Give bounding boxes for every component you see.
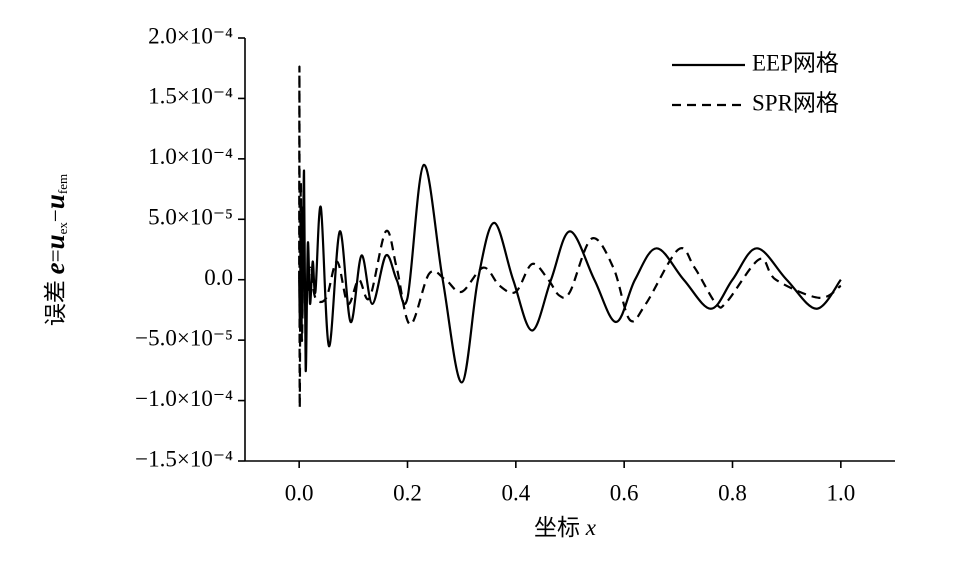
series-line xyxy=(298,65,842,409)
x-label-part: 坐标 xyxy=(534,515,586,540)
y-label-part: e xyxy=(40,262,70,274)
y-tick-label: 1.5×10⁻⁴ xyxy=(148,84,233,109)
y-tick-label: 2.0×10⁻⁴ xyxy=(148,23,233,48)
legend-label: SPR网格 xyxy=(752,90,839,115)
y-tick-label: −5.0×10⁻⁵ xyxy=(135,325,233,350)
series-line xyxy=(298,163,842,384)
y-label-part: u xyxy=(40,194,70,209)
y-label-part: = xyxy=(43,249,68,262)
x-tick-label: 0.6 xyxy=(610,480,639,505)
x-tick-label: 1.0 xyxy=(826,480,855,505)
x-tick-label: 0.4 xyxy=(501,480,530,505)
y-label-part: 误差 xyxy=(43,274,68,326)
x-label-part: x xyxy=(585,515,597,540)
y-label-part: − xyxy=(43,209,68,222)
y-tick-label: 5.0×10⁻⁵ xyxy=(148,205,233,230)
y-tick-label: 0.0 xyxy=(204,265,233,290)
y-tick-label: 1.0×10⁻⁴ xyxy=(148,144,233,169)
legend-label: EEP网格 xyxy=(752,50,839,75)
y-label-part: fem xyxy=(55,174,70,194)
y-tick-label: −1.0×10⁻⁴ xyxy=(135,386,233,411)
y-label-part: ex xyxy=(55,222,70,235)
y-axis-label: 误差 e=uex−ufem xyxy=(40,174,70,326)
x-tick-label: 0.8 xyxy=(718,480,747,505)
y-label-part: u xyxy=(40,234,70,249)
x-tick-label: 0.2 xyxy=(393,480,422,505)
x-axis-label: 坐标 x xyxy=(534,515,597,540)
x-tick-label: 0.0 xyxy=(285,480,314,505)
y-tick-label: −1.5×10⁻⁴ xyxy=(135,446,233,471)
